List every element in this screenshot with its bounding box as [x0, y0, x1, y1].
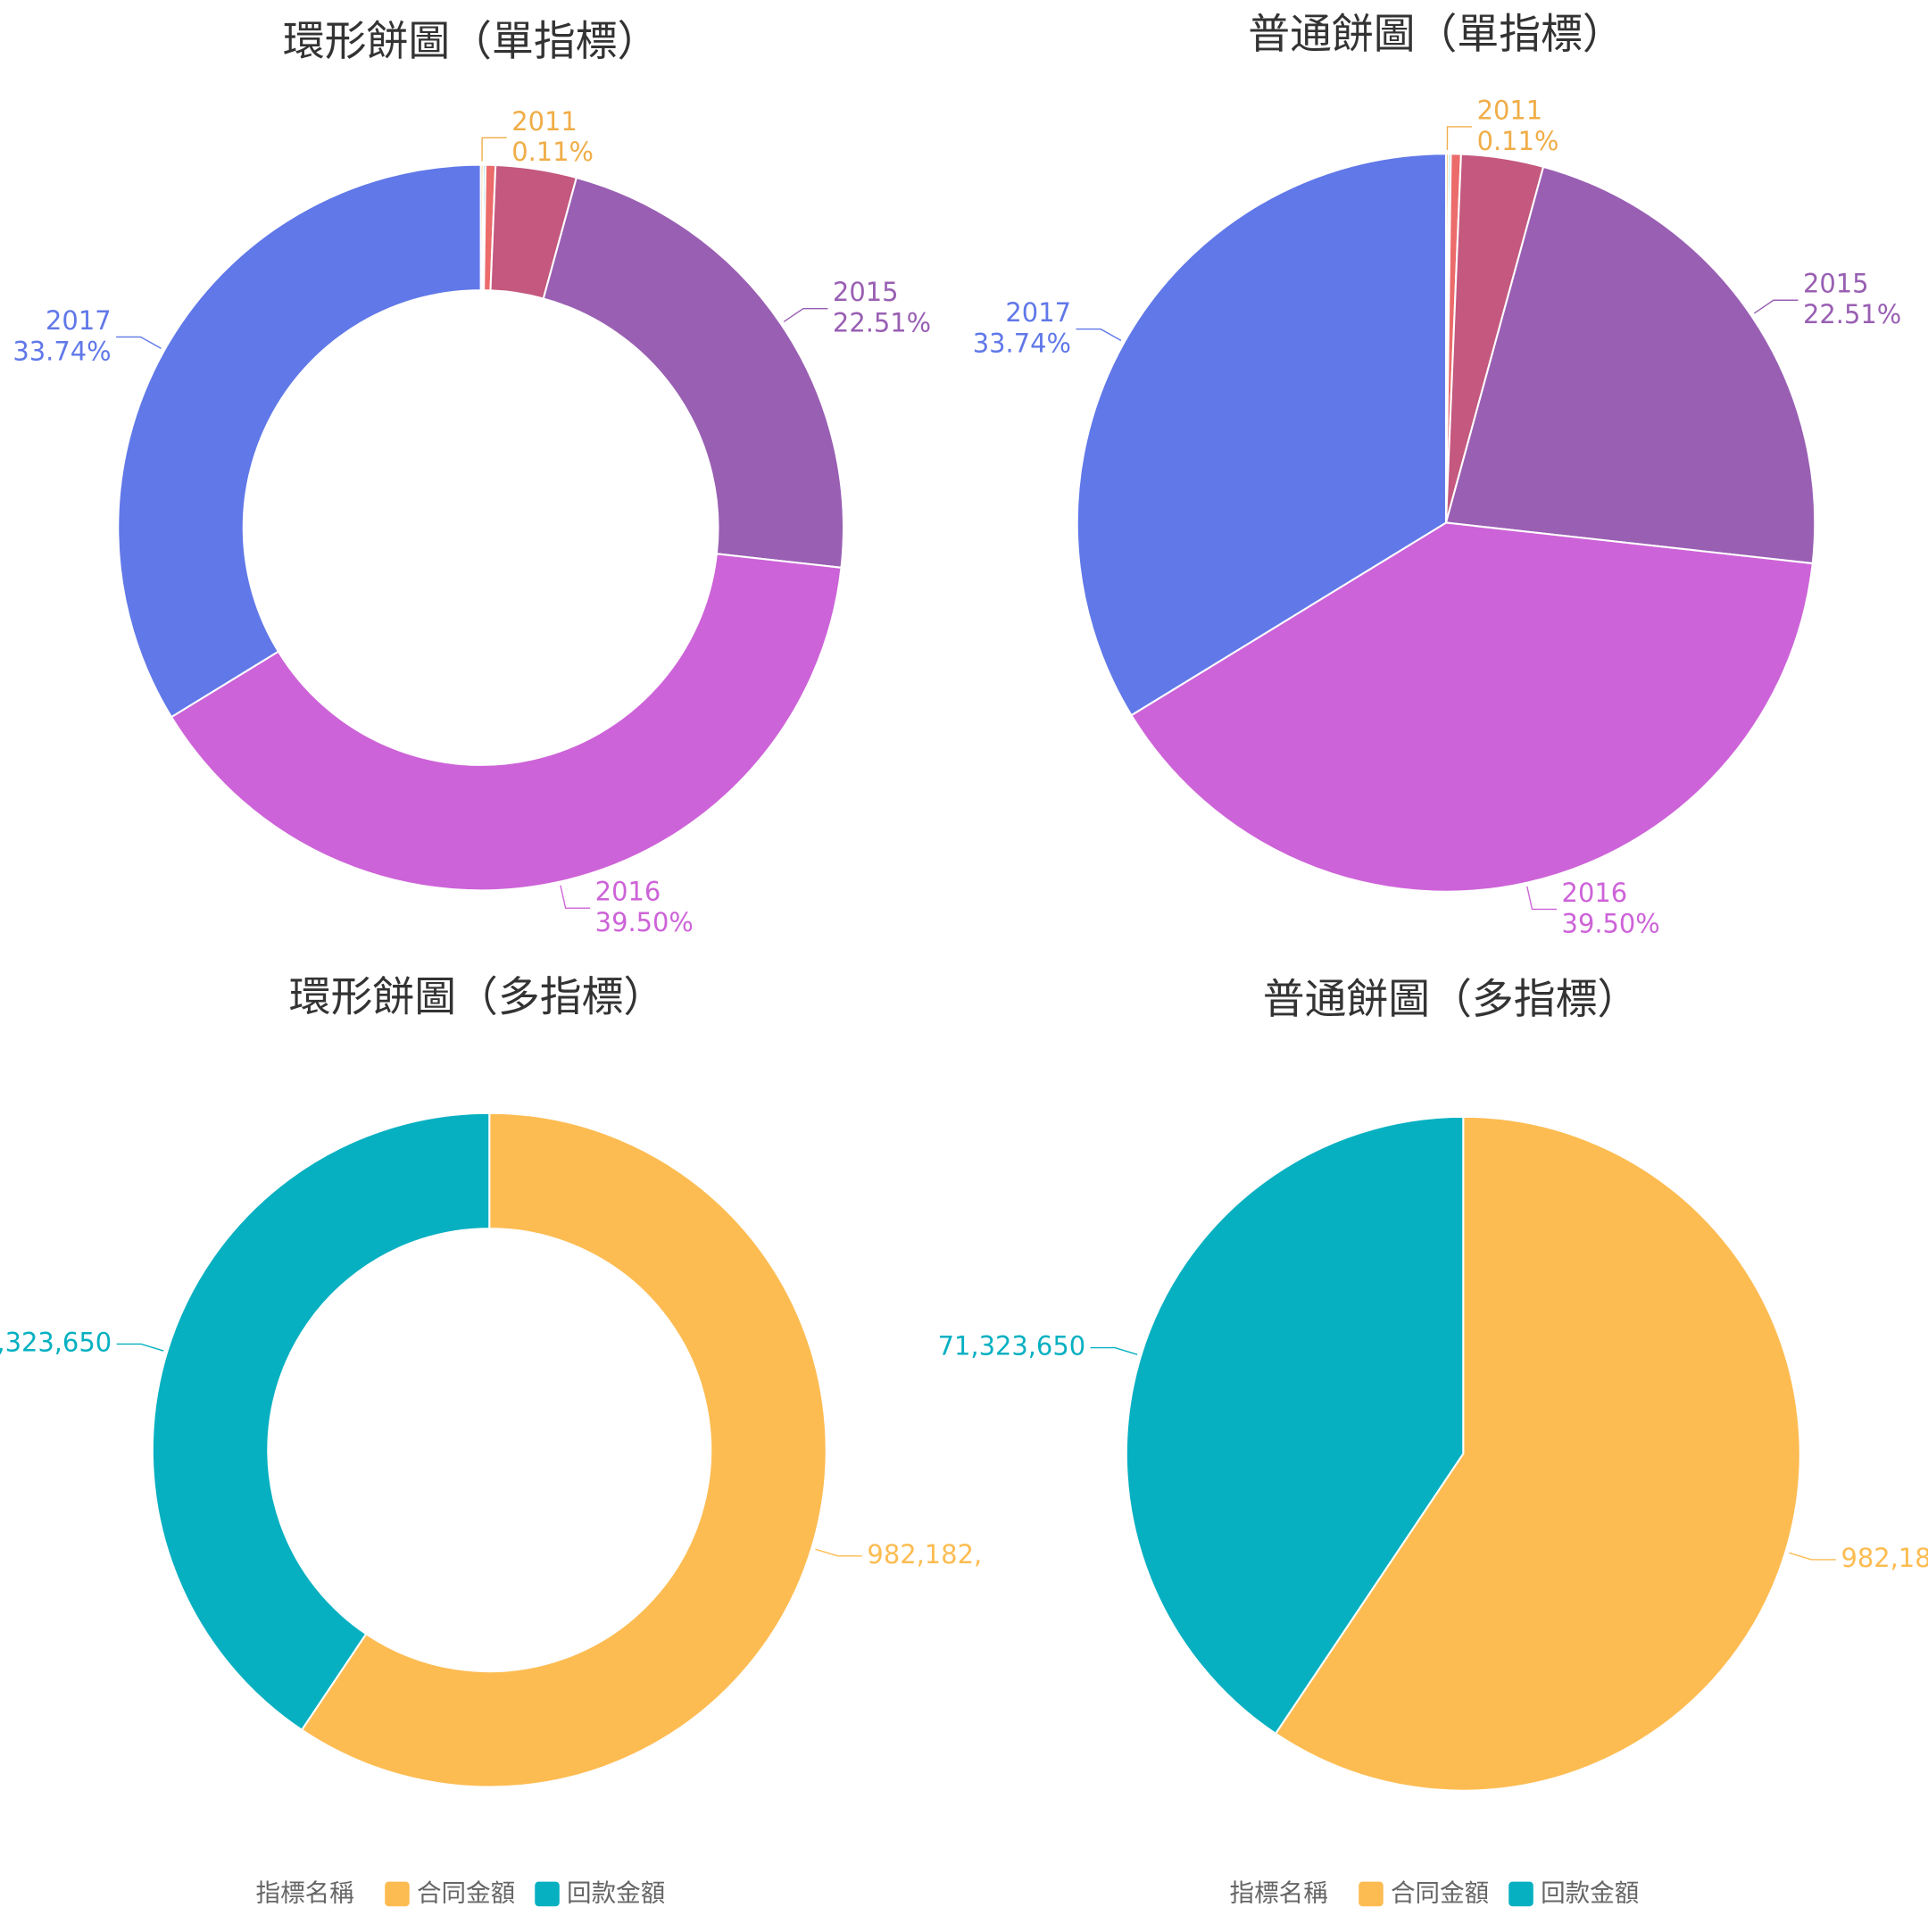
legend-title: 指標名稱	[256, 1878, 354, 1907]
chart-panel: 環形餅圖（多指標） 982,182, 71,323,650 指標名稱 合同金額 回款金額	[0, 973, 982, 1907]
leader-line	[1753, 299, 1799, 314]
slice-value-label: 33.74%	[12, 336, 111, 366]
leader-line	[1076, 328, 1122, 341]
slice-value-label: 0.11%	[511, 137, 594, 167]
slice	[542, 176, 845, 569]
slice	[1125, 1115, 1465, 1736]
legend-label: 回款金額	[567, 1878, 665, 1907]
legend-label: 合同金額	[1391, 1878, 1489, 1907]
slice-category-label: 2016	[1562, 878, 1628, 908]
slice-value-label: 33.74%	[973, 329, 1071, 359]
leader-line	[560, 885, 591, 909]
slice-value-label: 22.51%	[833, 308, 931, 338]
legend-swatch	[385, 1881, 410, 1907]
chart-panel: 普通餅圖（多指標） 982,182 71,323,650 指標名稱 合同金額 回款金額	[938, 976, 1928, 1907]
chart-title: 普通餅圖（多指標）	[1263, 976, 1639, 1024]
leader-line	[815, 1548, 862, 1557]
legend-swatch	[535, 1881, 560, 1907]
slice-value-label: 982,182	[1841, 1543, 1928, 1573]
leader-line	[116, 336, 162, 349]
slice	[117, 163, 482, 719]
slice-value-label: 22.51%	[1803, 299, 1901, 329]
slice-value-label: 39.50%	[1562, 908, 1660, 938]
legend-label: 回款金額	[1541, 1878, 1639, 1907]
slice-category-label: 2011	[1477, 95, 1543, 125]
slice	[1076, 153, 1448, 717]
legend-swatch	[1359, 1881, 1384, 1907]
slice-value-label: 71,323,650	[0, 1327, 112, 1357]
slice-category-label: 2016	[595, 877, 661, 907]
slice	[1130, 521, 1814, 893]
leader-line	[1446, 126, 1473, 151]
slice-category-label: 2017	[1005, 297, 1071, 328]
legend-title: 指標名稱	[1230, 1878, 1328, 1907]
slice-value-label: 71,323,650	[938, 1331, 1086, 1362]
leader-line	[783, 307, 828, 322]
leader-line	[1526, 886, 1558, 911]
chart-title: 普通餅圖（單指標）	[1248, 11, 1624, 59]
slice-value-label: 0.11%	[1477, 126, 1559, 156]
slice-value-label: 39.50%	[595, 907, 694, 937]
legend-label: 合同金額	[417, 1878, 515, 1907]
slice-category-label: 2011	[511, 106, 578, 137]
chart-title: 環形餅圖（多指標）	[289, 973, 665, 1021]
slice-category-label: 2017	[46, 305, 112, 336]
slice	[151, 1112, 491, 1732]
slice-category-label: 2015	[1803, 269, 1869, 299]
slice	[1444, 165, 1816, 565]
chart-title: 環形餅圖（單指標）	[283, 18, 659, 66]
leader-line	[116, 1343, 164, 1352]
slice	[1274, 1115, 1801, 1792]
leader-line	[1090, 1346, 1138, 1355]
slice-category-label: 2015	[833, 277, 899, 307]
slice	[300, 1112, 827, 1788]
leader-line	[481, 137, 507, 162]
slice	[170, 553, 843, 892]
slice-value-label: 982,182,	[867, 1539, 982, 1570]
legend-swatch	[1508, 1881, 1533, 1907]
leader-line	[1789, 1552, 1836, 1561]
